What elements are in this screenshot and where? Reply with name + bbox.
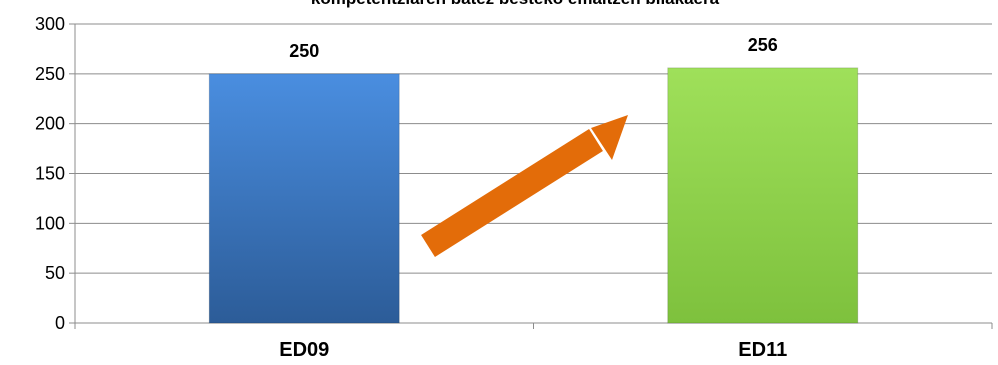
y-tick-label: 0 bbox=[55, 313, 65, 333]
data-label-ed11: 256 bbox=[748, 35, 778, 55]
category-label-ed11: ED11 bbox=[738, 339, 787, 361]
data-label-ed09: 250 bbox=[289, 41, 319, 61]
bars bbox=[208, 67, 859, 324]
bar-ed11 bbox=[667, 67, 859, 324]
labels: 0 50 100 150 200 250 300 250 ED09 256 ED11 bbox=[35, 14, 787, 361]
y-tick-label: 250 bbox=[35, 64, 65, 84]
y-tick-label: 100 bbox=[35, 213, 65, 233]
y-tick-label: 150 bbox=[35, 164, 65, 184]
category-label-ed09: ED09 bbox=[279, 339, 329, 361]
y-tick-label: 300 bbox=[35, 14, 65, 34]
y-tick-label: 200 bbox=[35, 114, 65, 134]
bar-ed09 bbox=[208, 73, 400, 324]
trend-arrow bbox=[421, 115, 628, 257]
chart-title: kompetentziaren batez besteko emaitzen b… bbox=[311, 0, 720, 8]
y-tick-label: 50 bbox=[45, 263, 65, 283]
